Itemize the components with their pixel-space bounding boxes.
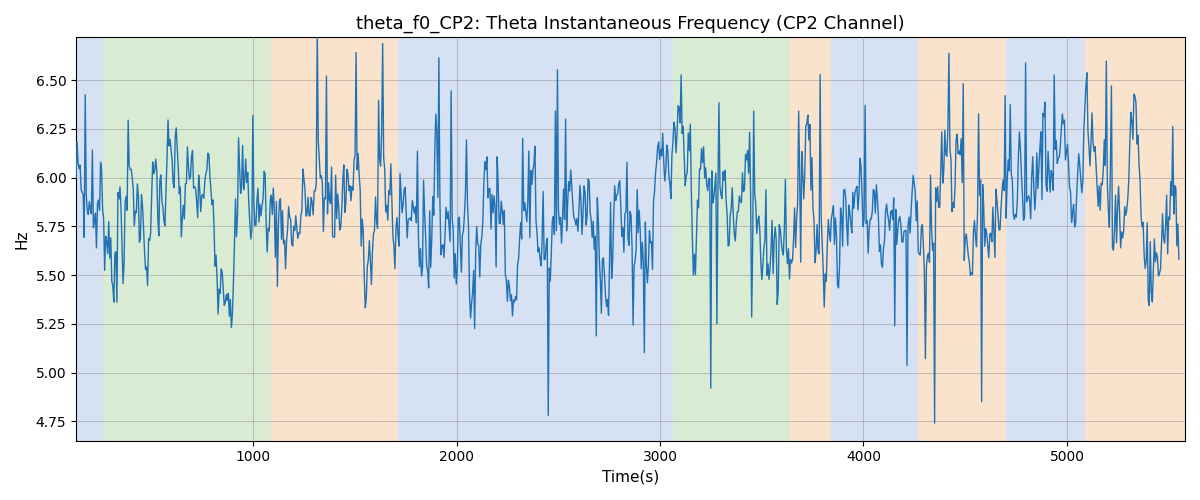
- Bar: [76, 38, 103, 440]
- Title: theta_f0_CP2: Theta Instantaneous Frequency (CP2 Channel): theta_f0_CP2: Theta Instantaneous Freque…: [356, 15, 905, 34]
- Y-axis label: Hz: Hz: [14, 230, 30, 249]
- Bar: [830, 38, 918, 440]
- Bar: [1006, 38, 1085, 440]
- Bar: [673, 38, 692, 440]
- Bar: [918, 38, 1006, 440]
- Bar: [271, 38, 397, 440]
- Bar: [692, 38, 791, 440]
- Bar: [397, 38, 673, 440]
- X-axis label: Time(s): Time(s): [602, 470, 659, 485]
- Bar: [791, 38, 830, 440]
- Bar: [103, 38, 271, 440]
- Bar: [1085, 38, 1186, 440]
